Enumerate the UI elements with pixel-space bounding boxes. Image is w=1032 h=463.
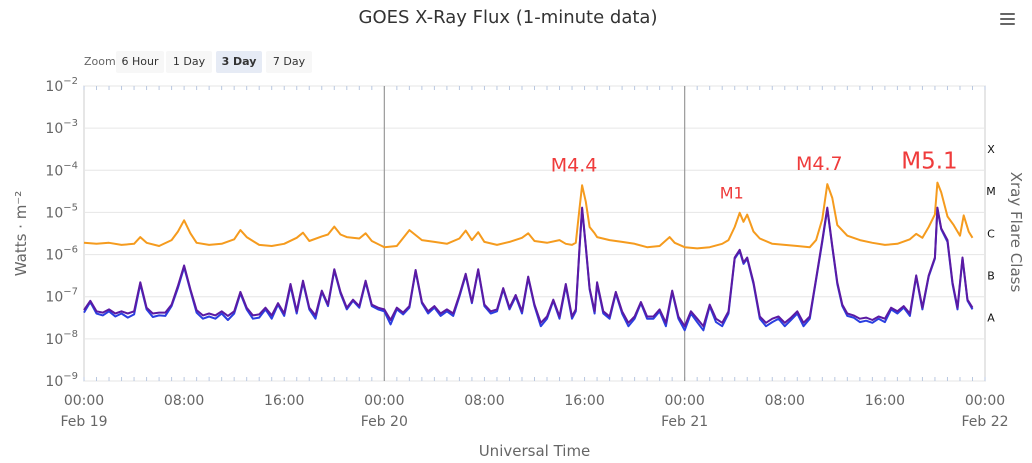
x-tick-date: Feb 21 — [661, 414, 708, 430]
x-tick-time: 00:00 — [664, 393, 704, 409]
zoom-button-6-hour[interactable]: 6 Hour — [116, 51, 164, 73]
zoom-button-label[interactable]: 1 Day — [173, 55, 206, 68]
y-axis-label: Watts · m⁻² — [12, 191, 30, 277]
y-tick-label: 10−6 — [45, 245, 78, 264]
zoom-button-label[interactable]: 7 Day — [273, 55, 306, 68]
zoom-button-bg[interactable] — [116, 51, 164, 73]
x-axis-label: Universal Time — [479, 442, 591, 460]
series-long-band — [83, 181, 974, 250]
zoom-button-1-day[interactable]: 1 Day — [166, 51, 212, 73]
zoom-button-7-day[interactable]: 7 Day — [266, 51, 312, 73]
y-tick-label: 10−5 — [45, 202, 78, 221]
flare-class-axis-label: Xray Flare Class — [1007, 172, 1025, 293]
y-tick-label: 10−4 — [45, 160, 78, 179]
x-tick-time: 08:00 — [765, 393, 805, 409]
x-tick-time: 16:00 — [865, 393, 905, 409]
flare-annotation-m5-1: M5.1 — [901, 149, 957, 175]
y-tick-label: 10−8 — [45, 329, 78, 348]
plot-border — [83, 85, 986, 382]
zoom-button-bg[interactable] — [216, 51, 262, 73]
flare-class-a: A — [987, 312, 995, 325]
zoom-button-bg[interactable] — [166, 51, 212, 73]
x-tick-time: 08:00 — [164, 393, 204, 409]
zoom-label: Zoom — [84, 55, 116, 68]
flare-class-x: X — [987, 143, 995, 156]
flare-class-b: B — [987, 269, 995, 282]
zoom-button-label[interactable]: 6 Hour — [122, 55, 159, 68]
x-tick-date: Feb 19 — [60, 414, 107, 430]
y-tick-label: 10−2 — [45, 76, 78, 95]
flare-annotation-m4-7: M4.7 — [796, 153, 843, 175]
zoom-controls: Zoom 6 Hour 1 Day 3 Day 7 Day — [84, 51, 312, 73]
chart-title: GOES X-Ray Flux (1-minute data) — [359, 7, 658, 28]
zoom-button-label[interactable]: 3 Day — [222, 55, 257, 68]
y-tick-label: 10−3 — [45, 118, 78, 137]
zoom-button-3-day[interactable]: 3 Day — [216, 51, 262, 73]
flare-class-c: C — [987, 227, 995, 240]
x-tick-time: 00:00 — [64, 393, 104, 409]
flare-annotation-m1: M1 — [720, 183, 744, 202]
flare-class-m: M — [986, 185, 996, 198]
hamburger-menu-icon[interactable] — [997, 10, 1019, 28]
x-tick-time: 00:00 — [364, 393, 404, 409]
x-tick-date: Feb 20 — [361, 414, 408, 430]
zoom-button-bg[interactable] — [266, 51, 312, 73]
x-tick-time: 16:00 — [564, 393, 604, 409]
flare-annotation-m4-4: M4.4 — [551, 154, 598, 176]
x-tick-time: 16:00 — [264, 393, 304, 409]
series-short-band-b — [83, 206, 974, 328]
x-tick-time: 00:00 — [965, 393, 1005, 409]
x-tick-date: Feb 22 — [961, 414, 1008, 430]
y-tick-label: 10−7 — [45, 287, 78, 306]
y-tick-label: 10−9 — [45, 371, 78, 390]
x-tick-time: 08:00 — [464, 393, 504, 409]
